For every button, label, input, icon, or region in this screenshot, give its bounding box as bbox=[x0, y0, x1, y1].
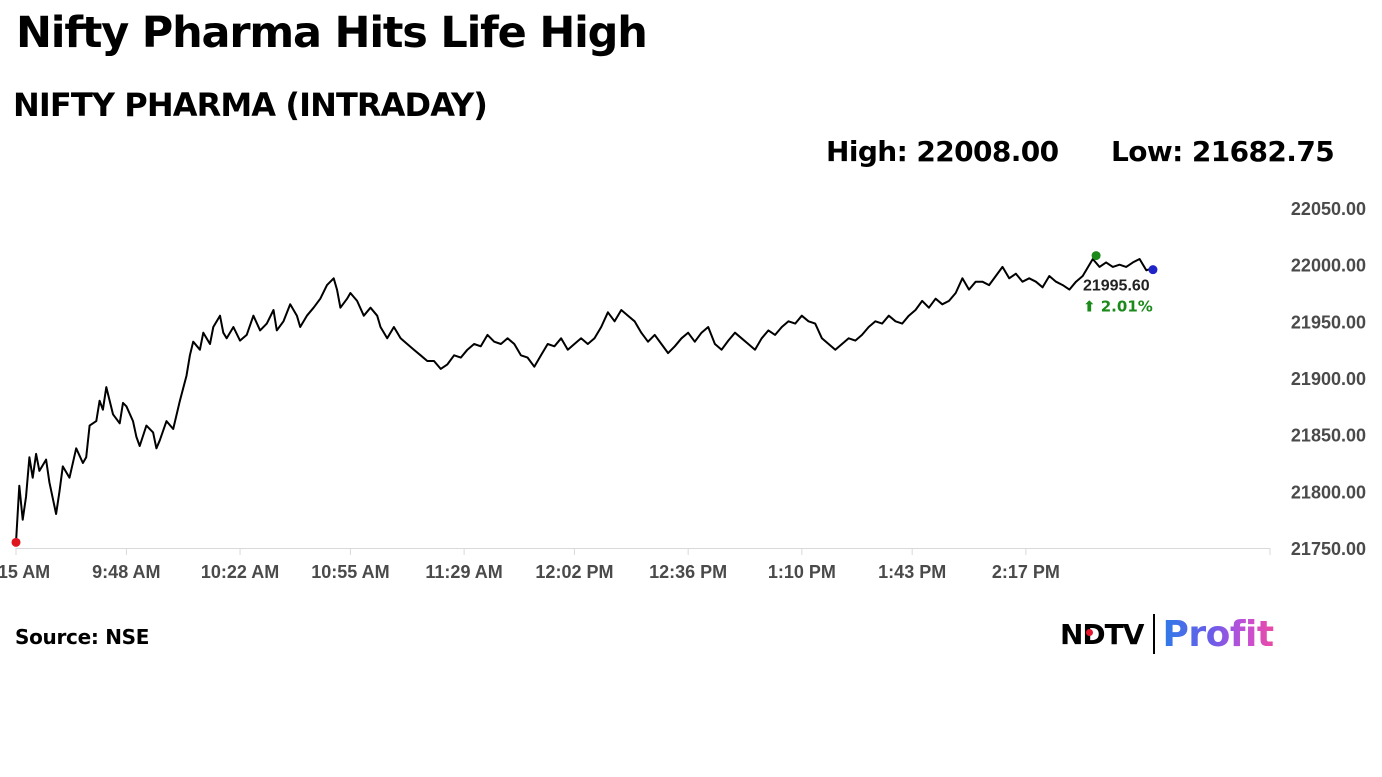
day-low-stat: Low: 21682.75 bbox=[1111, 135, 1335, 168]
day-high-stat: High: 22008.00 bbox=[826, 135, 1059, 168]
y-tick-label: 21850.00 bbox=[1291, 426, 1366, 446]
logo-red-dot bbox=[1086, 629, 1093, 636]
y-tick-label: 22050.00 bbox=[1291, 199, 1366, 219]
y-tick-label: 21950.00 bbox=[1291, 312, 1366, 332]
x-tick-label: 9:48 AM bbox=[92, 562, 160, 582]
x-tick-label: 10:55 AM bbox=[311, 562, 389, 582]
y-tick-label: 22000.00 bbox=[1291, 256, 1366, 276]
x-tick-label: 9:15 AM bbox=[0, 562, 50, 582]
logo-divider bbox=[1153, 614, 1156, 654]
x-tick-label: 12:02 PM bbox=[535, 562, 613, 582]
y-axis: 22050.00 22000.00 21950.00 21900.00 21850.00… bbox=[1291, 199, 1366, 559]
day-high-marker bbox=[1091, 251, 1101, 261]
x-tick-label: 11:29 AM bbox=[425, 562, 502, 582]
y-tick-label: 21900.00 bbox=[1291, 369, 1366, 389]
series-layer bbox=[15, 258, 1154, 543]
change-label: ⬆ 2.01% bbox=[1083, 298, 1153, 316]
x-tick-label: 12:36 PM bbox=[649, 562, 727, 582]
marker-layer: 21995.60 ⬆ 2.01% bbox=[11, 251, 1158, 547]
x-tick-label: 10:22 AM bbox=[201, 562, 279, 582]
last-price-marker bbox=[1148, 265, 1158, 275]
y-tick-label: 21800.00 bbox=[1291, 482, 1366, 502]
chart-subtitle: NIFTY PHARMA (INTRADAY) bbox=[13, 86, 488, 124]
open-marker bbox=[11, 537, 21, 547]
last-value-label: 21995.60 bbox=[1083, 278, 1150, 295]
logo-ndtv-text: NDTV bbox=[1060, 617, 1144, 651]
y-tick-label: 21750.00 bbox=[1291, 539, 1366, 559]
x-tick-label: 2:17 PM bbox=[992, 562, 1060, 582]
headline: Nifty Pharma Hits Life High bbox=[16, 8, 648, 58]
logo-profit-text: Profit bbox=[1162, 613, 1274, 655]
x-tick-label: 1:10 PM bbox=[768, 562, 836, 582]
price-series-line bbox=[15, 258, 1154, 543]
x-axis: 9:15 AM 9:48 AM 10:22 AM 10:55 AM 11:29 AM 12… bbox=[0, 548, 1271, 582]
source-note: Source: NSE bbox=[15, 625, 150, 649]
ndtv-profit-logo: NDTV Profit bbox=[1060, 612, 1274, 656]
x-tick-label: 1:43 PM bbox=[878, 562, 946, 582]
